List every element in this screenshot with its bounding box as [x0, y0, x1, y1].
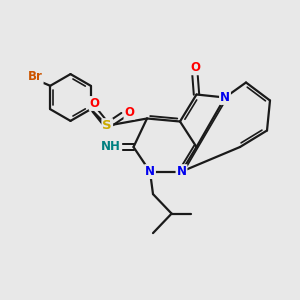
Text: N: N	[176, 165, 187, 178]
Text: NH: NH	[101, 140, 121, 154]
Text: O: O	[124, 106, 134, 119]
Text: S: S	[103, 119, 112, 132]
Text: Br: Br	[28, 70, 43, 83]
Text: O: O	[90, 97, 100, 110]
Text: O: O	[190, 61, 200, 74]
Text: N: N	[220, 91, 230, 104]
Text: N: N	[145, 165, 155, 178]
